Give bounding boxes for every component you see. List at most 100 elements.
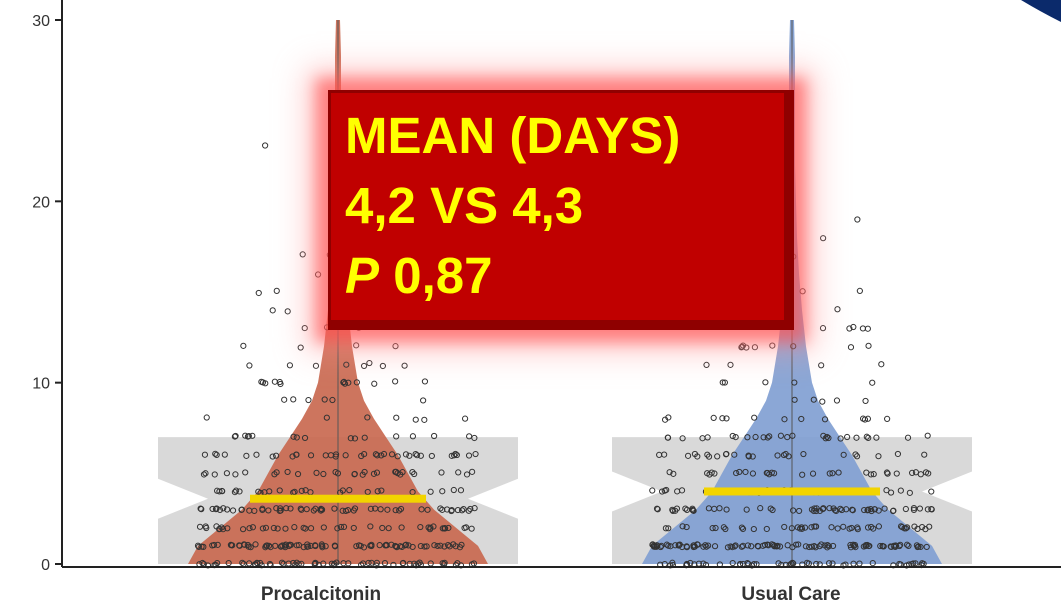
data-point bbox=[421, 378, 429, 385]
data-point bbox=[875, 523, 882, 530]
data-point bbox=[710, 414, 717, 422]
data-point bbox=[865, 434, 872, 441]
data-point bbox=[225, 559, 232, 567]
data-point bbox=[765, 542, 772, 549]
data-point bbox=[273, 452, 280, 459]
data-point bbox=[437, 542, 444, 549]
data-point bbox=[727, 361, 734, 368]
data-point bbox=[284, 468, 291, 476]
data-point bbox=[351, 435, 359, 442]
data-point bbox=[813, 507, 820, 515]
data-point bbox=[847, 344, 855, 351]
data-point bbox=[364, 488, 371, 496]
data-point bbox=[665, 525, 672, 532]
data-point bbox=[802, 543, 810, 550]
data-point bbox=[343, 361, 350, 368]
data-point bbox=[284, 308, 291, 315]
data-point bbox=[667, 543, 674, 550]
data-point bbox=[350, 507, 357, 514]
p-letter: P bbox=[345, 247, 380, 304]
data-point bbox=[277, 505, 284, 512]
data-point bbox=[421, 543, 428, 550]
data-point bbox=[381, 560, 389, 567]
data-point bbox=[742, 468, 749, 476]
data-point bbox=[314, 271, 322, 278]
data-point bbox=[716, 505, 723, 512]
data-point bbox=[923, 543, 930, 551]
y-tick-label: 0 bbox=[41, 557, 50, 574]
data-point bbox=[465, 452, 473, 459]
data-point bbox=[869, 559, 876, 567]
data-point bbox=[833, 507, 840, 515]
data-point bbox=[242, 469, 249, 476]
data-point bbox=[423, 543, 430, 550]
data-point bbox=[919, 560, 926, 567]
data-point bbox=[893, 470, 900, 477]
data-point bbox=[393, 544, 400, 551]
data-point bbox=[738, 543, 745, 550]
data-point bbox=[838, 506, 845, 514]
data-point bbox=[820, 235, 827, 242]
data-point bbox=[864, 507, 871, 514]
data-point bbox=[218, 487, 226, 495]
data-point bbox=[899, 524, 906, 531]
data-point bbox=[863, 433, 870, 440]
data-point bbox=[294, 470, 302, 478]
data-point bbox=[374, 488, 381, 495]
data-point bbox=[702, 542, 709, 549]
data-point bbox=[467, 505, 474, 513]
data-point bbox=[424, 506, 431, 513]
data-point bbox=[774, 452, 781, 459]
data-point bbox=[249, 432, 256, 439]
data-point bbox=[351, 470, 358, 478]
data-point bbox=[769, 342, 776, 349]
data-point bbox=[224, 525, 231, 532]
data-point bbox=[745, 452, 752, 459]
data-point bbox=[832, 507, 839, 514]
data-point bbox=[384, 506, 391, 513]
data-point bbox=[471, 434, 478, 442]
data-point bbox=[883, 469, 891, 476]
data-point bbox=[364, 414, 371, 421]
data-point bbox=[394, 470, 401, 477]
data-point bbox=[463, 471, 471, 478]
data-point bbox=[321, 396, 328, 403]
data-point bbox=[762, 379, 769, 386]
data-point bbox=[850, 542, 858, 550]
data-point bbox=[290, 433, 297, 440]
data-point bbox=[821, 416, 829, 423]
data-point bbox=[297, 505, 304, 512]
data-point bbox=[397, 505, 405, 513]
data-point bbox=[884, 415, 891, 423]
data-point bbox=[265, 507, 272, 514]
data-point bbox=[291, 524, 298, 531]
data-point bbox=[751, 414, 758, 421]
data-point bbox=[669, 506, 676, 513]
data-point bbox=[373, 562, 380, 569]
data-point bbox=[437, 505, 444, 512]
data-point bbox=[307, 525, 315, 532]
data-point bbox=[413, 452, 421, 459]
data-point bbox=[236, 488, 243, 495]
data-point bbox=[904, 434, 912, 441]
data-point bbox=[278, 559, 286, 566]
data-point bbox=[396, 507, 403, 514]
data-point bbox=[411, 470, 418, 478]
data-point bbox=[689, 507, 697, 514]
data-point bbox=[679, 435, 686, 442]
data-point bbox=[795, 541, 802, 548]
data-point bbox=[654, 506, 661, 513]
data-point bbox=[271, 378, 278, 385]
data-point bbox=[729, 559, 736, 567]
data-point bbox=[393, 433, 400, 440]
stats-callout-box: MEAN (DAYS) 4,2 VS 4,3 P 0,87 bbox=[328, 90, 794, 330]
data-point bbox=[209, 505, 216, 513]
data-point bbox=[246, 362, 253, 369]
data-point bbox=[465, 507, 472, 514]
data-point bbox=[775, 560, 782, 567]
data-point bbox=[245, 432, 252, 440]
data-point bbox=[282, 525, 289, 532]
data-point bbox=[656, 451, 663, 459]
data-point bbox=[450, 541, 457, 548]
data-point bbox=[748, 562, 756, 569]
